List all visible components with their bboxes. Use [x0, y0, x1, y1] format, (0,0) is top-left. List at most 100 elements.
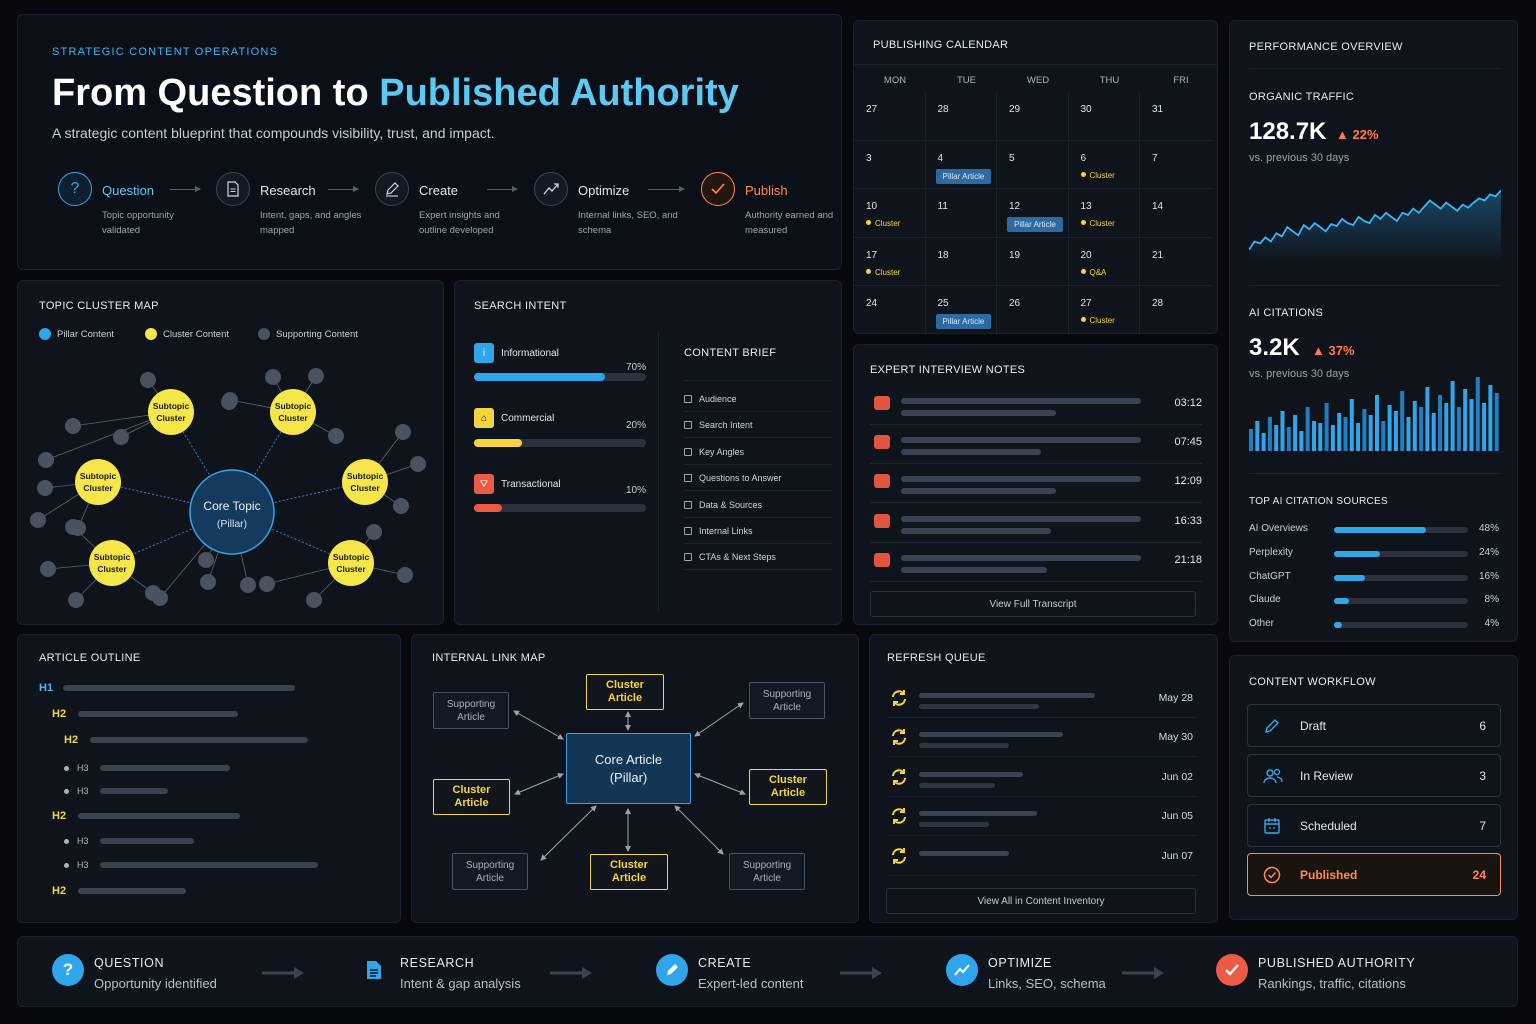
brief-item[interactable]: Internal Links — [684, 526, 832, 544]
brief-item[interactable]: CTAs & Next Steps — [684, 552, 832, 571]
footer-step-published-authority[interactable]: PUBLISHED AUTHORITY Rankings, traffic, ci… — [1216, 952, 1456, 1002]
calendar-day[interactable]: 14 — [1140, 189, 1212, 238]
pillar-article-pill[interactable]: Pillar Article — [935, 314, 992, 329]
outline-row-h3[interactable]: H3 — [64, 762, 364, 776]
cluster-article-node[interactable]: Cluster Article — [590, 854, 668, 890]
supporting-node[interactable] — [37, 480, 53, 496]
interview-row[interactable]: 07:45 — [870, 425, 1202, 465]
footer-step-question[interactable]: ? QUESTION Opportunity identified — [52, 952, 292, 1002]
supporting-node[interactable] — [366, 524, 382, 540]
interview-row[interactable]: 21:18 — [870, 543, 1202, 582]
step-optimize[interactable]: Optimize Internal links, SEO, and schema — [534, 172, 704, 242]
supporting-node[interactable] — [393, 498, 409, 514]
supporting-node[interactable] — [198, 552, 214, 568]
view-inventory-button[interactable]: View All in Content Inventory — [886, 888, 1196, 914]
step-publish[interactable]: Publish Authority earned and measured — [701, 172, 871, 242]
outline-row-h3[interactable]: H3 — [64, 785, 364, 799]
workflow-draft[interactable]: Draft 6 — [1247, 704, 1501, 747]
cluster-node[interactable] — [328, 540, 374, 586]
cluster-article-node[interactable]: Cluster Article — [749, 769, 827, 805]
calendar-day[interactable]: 28 — [925, 92, 997, 141]
step-create[interactable]: Create Expert insights and outline devel… — [375, 172, 545, 242]
supporting-node[interactable] — [65, 519, 81, 535]
brief-item[interactable]: Key Angles — [684, 447, 832, 465]
outline-row-h2[interactable]: H2 — [52, 708, 352, 722]
calendar-day[interactable]: 26 — [997, 286, 1069, 335]
supporting-node[interactable] — [410, 456, 426, 472]
supporting-node[interactable] — [328, 428, 344, 444]
supporting-node[interactable] — [221, 394, 237, 410]
supporting-node[interactable] — [152, 590, 168, 606]
interview-row[interactable]: 12:09 — [870, 464, 1202, 504]
calendar-day[interactable]: 31 — [1140, 92, 1212, 141]
calendar-day[interactable]: 28 — [1140, 286, 1212, 335]
calendar-day[interactable]: 11 — [925, 189, 997, 238]
outline-row-h2[interactable]: H2 — [64, 734, 364, 748]
supporting-node[interactable] — [68, 592, 84, 608]
citation-source-row[interactable]: Claude 8% — [1249, 594, 1499, 608]
calendar-day[interactable]: 30 — [1068, 92, 1140, 141]
calendar-day[interactable]: 10 Cluster — [854, 189, 926, 238]
supporting-node[interactable] — [397, 567, 413, 583]
supporting-article-node[interactable]: Supporting Article — [452, 853, 528, 890]
interview-row[interactable]: 16:33 — [870, 504, 1202, 543]
supporting-node[interactable] — [113, 429, 129, 445]
footer-step-create[interactable]: CREATE Expert-led content — [656, 952, 896, 1002]
refresh-row[interactable]: Jun 05 — [887, 797, 1197, 837]
supporting-node[interactable] — [38, 452, 54, 468]
calendar-day[interactable]: 18 — [925, 237, 997, 286]
refresh-row[interactable]: Jun 02 — [887, 758, 1197, 797]
interview-row[interactable]: 03:12 — [870, 386, 1202, 425]
pillar-article-pill[interactable]: Pillar Article — [1007, 217, 1063, 232]
supporting-article-node[interactable]: Supporting Article — [749, 682, 825, 719]
supporting-article-node[interactable]: Supporting Article — [433, 692, 509, 729]
outline-row-h3[interactable]: H3 — [64, 835, 364, 849]
supporting-node[interactable] — [265, 369, 281, 385]
cluster-article-node[interactable]: Cluster Article — [433, 779, 510, 815]
step-question[interactable]: ? Question Topic opportunity validated — [58, 172, 228, 242]
cluster-article-node[interactable]: Cluster Article — [586, 674, 664, 710]
calendar-day[interactable]: 3 — [854, 140, 926, 189]
supporting-node[interactable] — [308, 368, 324, 384]
footer-step-research[interactable]: RESEARCH Intent & gap analysis — [358, 952, 598, 1002]
calendar-day[interactable]: 20 Q&A — [1068, 237, 1140, 286]
citation-source-row[interactable]: Perplexity 24% — [1249, 547, 1499, 561]
supporting-node[interactable] — [259, 576, 275, 592]
calendar-day[interactable]: 27 — [854, 92, 926, 141]
view-transcript-button[interactable]: View Full Transcript — [870, 591, 1196, 617]
brief-item[interactable]: Search Intent — [684, 420, 832, 439]
calendar-day[interactable]: 21 — [1140, 238, 1212, 286]
citation-source-row[interactable]: AI Overviews 48% — [1249, 523, 1499, 537]
calendar-day[interactable]: 25 Pillar Article — [926, 286, 997, 335]
supporting-article-node[interactable]: Supporting Article — [729, 853, 805, 890]
outline-row-h2[interactable]: H2 — [52, 885, 352, 899]
refresh-row[interactable]: May 28 — [887, 679, 1197, 718]
supporting-node[interactable] — [65, 418, 81, 434]
supporting-node[interactable] — [200, 574, 216, 590]
calendar-day[interactable]: 6 Cluster — [1068, 140, 1140, 189]
calendar-day[interactable]: 12 Pillar Article — [997, 189, 1069, 238]
supporting-node[interactable] — [306, 592, 322, 608]
outline-row-h3[interactable]: H3 — [64, 859, 364, 873]
calendar-day[interactable]: 19 — [997, 237, 1069, 286]
core-topic-node[interactable] — [189, 469, 275, 555]
cluster-node[interactable] — [148, 389, 194, 435]
step-research[interactable]: Research Intent, gaps, and angles mapped — [216, 172, 386, 242]
calendar-day[interactable]: 4 Pillar Article — [925, 140, 997, 189]
outline-row-h1[interactable]: H1 — [39, 682, 339, 696]
workflow-scheduled[interactable]: Scheduled 7 — [1247, 804, 1501, 847]
calendar-day[interactable]: 17 Cluster — [854, 237, 926, 286]
cluster-node[interactable] — [89, 540, 135, 586]
brief-item[interactable]: Questions to Answer — [684, 473, 832, 492]
calendar-day[interactable]: 27 Cluster — [1069, 286, 1140, 335]
cluster-node[interactable] — [270, 389, 316, 435]
brief-item[interactable]: Audience — [684, 394, 832, 412]
cluster-node[interactable] — [342, 459, 388, 505]
citation-source-row[interactable]: Other 4% — [1249, 618, 1499, 632]
cluster-node[interactable] — [75, 459, 121, 505]
citation-source-row[interactable]: ChatGPT 16% — [1249, 571, 1499, 585]
workflow-in-review[interactable]: In Review 3 — [1247, 754, 1501, 797]
supporting-node[interactable] — [395, 424, 411, 440]
calendar-day[interactable]: 5 — [997, 140, 1069, 189]
outline-row-h2[interactable]: H2 — [52, 810, 352, 824]
